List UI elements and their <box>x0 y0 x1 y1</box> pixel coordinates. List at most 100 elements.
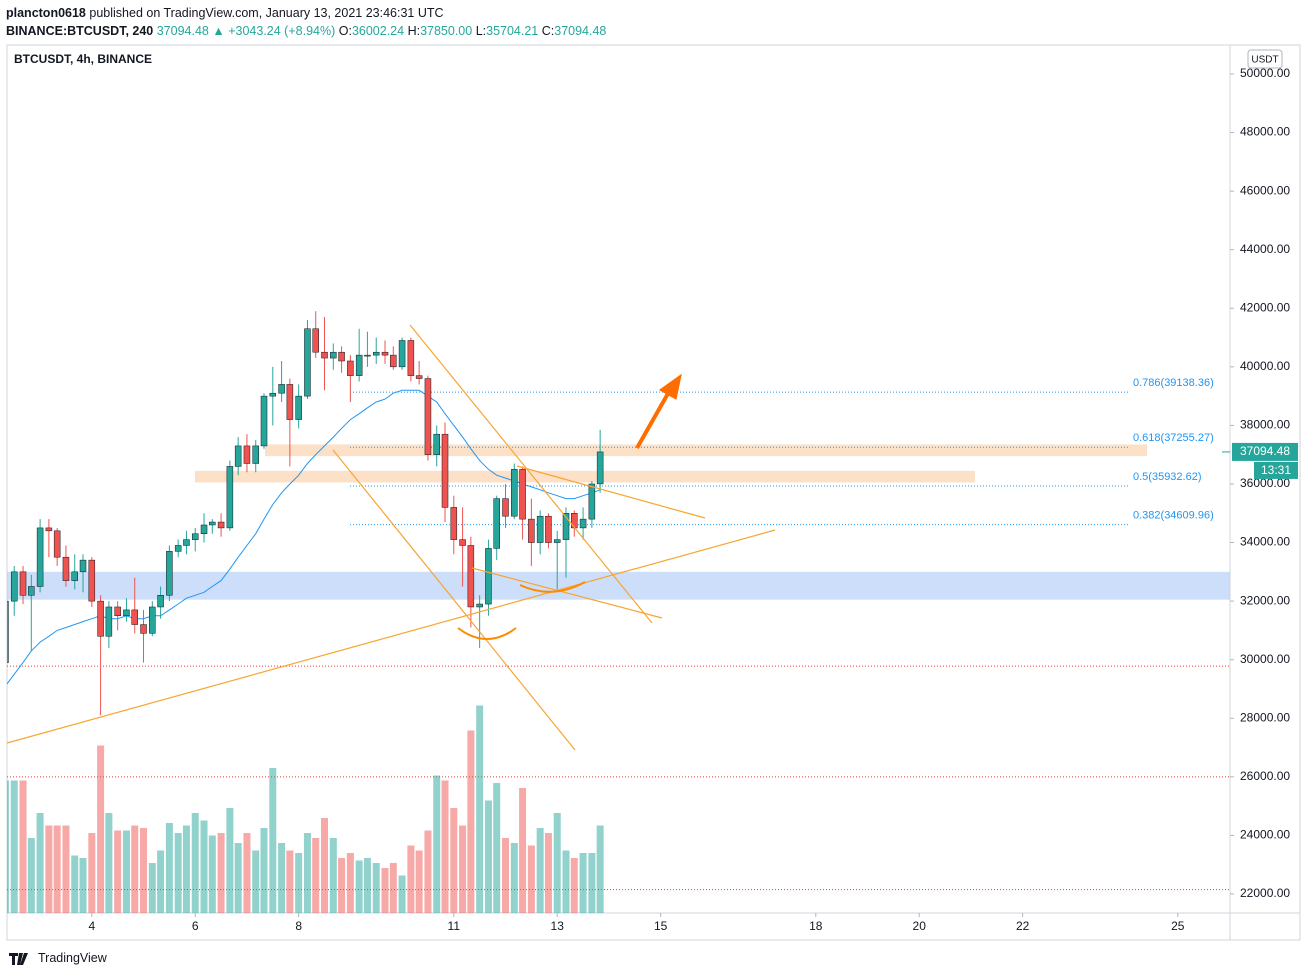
candle-body <box>149 606 156 634</box>
volume-bar <box>493 783 501 913</box>
volume-bar <box>346 853 354 913</box>
volume-bar <box>303 833 311 913</box>
volume-bar <box>321 818 329 913</box>
candle-body <box>467 545 475 608</box>
x-tick-label: 15 <box>654 919 668 933</box>
candle-body <box>511 469 518 517</box>
volume-bar <box>174 833 182 913</box>
y-tick-label: 44000.00 <box>1240 242 1290 256</box>
published: published on TradingView.com, January 13… <box>89 6 444 20</box>
candle-body <box>493 498 500 549</box>
fib-label: 0.618(37255.27) <box>1133 432 1214 444</box>
candle-body <box>441 433 449 508</box>
volume-bar <box>588 853 596 913</box>
candle-body <box>269 392 277 397</box>
y-tick-label: 48000.00 <box>1240 125 1290 139</box>
volume-bar <box>476 705 484 913</box>
y-tick-label: 36000.00 <box>1240 476 1290 490</box>
y-tick-label: 34000.00 <box>1240 535 1290 549</box>
volume-bar <box>79 858 87 913</box>
volume-bar <box>97 745 105 913</box>
plot: 0.786(39138.36) 0.618(37255.27) 0.5(35932.… <box>7 311 1230 913</box>
volume-bar <box>329 838 337 913</box>
volume-bar <box>286 850 294 913</box>
x-tick-label: 18 <box>809 919 823 933</box>
candle-body <box>424 378 432 455</box>
candle-body <box>79 559 87 573</box>
candle-body <box>71 571 78 581</box>
candle-body <box>166 551 173 596</box>
candle-body <box>260 395 268 447</box>
trendline <box>7 529 776 744</box>
header: plancton0618 published on TradingView.co… <box>6 4 606 40</box>
last-price: 37094.48 <box>1240 444 1290 458</box>
volume-bar <box>536 828 544 913</box>
fib-label: 0.5(35932.62) <box>1133 471 1202 483</box>
volume-bar <box>148 863 156 913</box>
footer: TradingView <box>8 949 107 967</box>
volume-bar <box>71 855 79 913</box>
volume-bar <box>36 813 44 913</box>
volume-bar <box>441 780 449 913</box>
candle-body <box>390 354 397 368</box>
trendline <box>332 449 576 751</box>
volume-bar <box>355 860 363 913</box>
curve <box>457 627 517 640</box>
y-tick-label: 42000.00 <box>1240 300 1290 314</box>
arrow-shaft <box>635 389 672 449</box>
volume-bar <box>200 820 208 913</box>
zone <box>7 571 1230 600</box>
y-tick-label: 46000.00 <box>1240 183 1290 197</box>
volume-bar <box>450 808 458 913</box>
candle-body <box>415 375 423 379</box>
volume-bar <box>140 828 148 913</box>
volume-bar <box>381 868 389 913</box>
volume-bar <box>252 850 260 913</box>
candle-body <box>105 606 113 637</box>
candle-body <box>234 445 242 467</box>
candle-body <box>278 384 285 394</box>
brand: TradingView <box>38 951 107 965</box>
volume-bar <box>407 845 415 913</box>
volume-bar <box>467 730 475 913</box>
candle-body <box>562 513 570 540</box>
candle-body <box>226 466 234 529</box>
volume-bar <box>570 858 578 913</box>
close: 37094.48 <box>554 24 607 38</box>
candle-body <box>355 354 363 376</box>
y-tick-label: 38000.00 <box>1240 418 1290 432</box>
volume-bar <box>510 843 518 913</box>
currency-box <box>1247 49 1283 69</box>
y-tick-label: 50000.00 <box>1240 66 1290 80</box>
candle-body <box>174 545 182 552</box>
high: 37850.00 <box>420 24 473 38</box>
symbol: BINANCE:BTCUSDT, 240 <box>6 24 154 38</box>
volume-bar <box>519 788 527 913</box>
candle-body <box>295 395 302 420</box>
candle-body <box>381 351 389 356</box>
candle-body <box>7 600 9 663</box>
change: +3043.24 (+8.94%) <box>228 24 336 38</box>
candle-body <box>19 571 27 596</box>
volume-bar <box>389 863 397 913</box>
volume-bar <box>88 833 96 913</box>
candle-body <box>321 351 328 359</box>
candle-body <box>536 515 544 543</box>
x-tick-label: 6 <box>192 919 199 933</box>
volume-bar <box>62 825 70 913</box>
candle-body <box>28 586 35 596</box>
x-tick-label: 8 <box>295 919 302 933</box>
candle-body <box>398 340 406 368</box>
x-tick-label: 11 <box>448 919 461 933</box>
volume-bar <box>234 843 242 913</box>
volume-bar <box>527 845 535 913</box>
last-price-box <box>1232 442 1298 461</box>
volume-bar <box>27 838 35 913</box>
candle-body <box>191 533 199 540</box>
volume-bar <box>243 833 251 913</box>
author: plancton0618 <box>6 6 86 20</box>
volume-bar <box>398 875 406 913</box>
candle-body <box>123 609 130 617</box>
x-tick-label: 20 <box>913 919 927 933</box>
h-label: H: <box>407 24 421 38</box>
